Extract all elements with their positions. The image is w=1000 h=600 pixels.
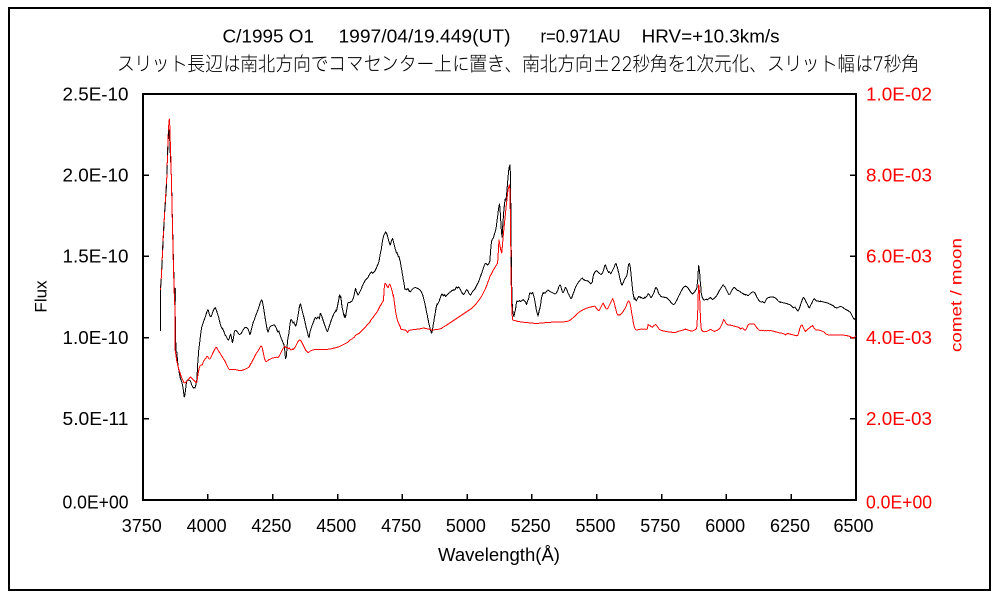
svg-text:8.0E-03: 8.0E-03 bbox=[866, 166, 932, 186]
svg-text:2.5E-10: 2.5E-10 bbox=[63, 84, 129, 104]
svg-text:6250: 6250 bbox=[770, 515, 810, 536]
svg-text:5000: 5000 bbox=[446, 515, 486, 536]
svg-text:4.0E-03: 4.0E-03 bbox=[866, 328, 932, 348]
svg-text:6500: 6500 bbox=[834, 515, 874, 536]
svg-text:C/1995 O1: C/1995 O1 bbox=[223, 27, 315, 47]
svg-text:3750: 3750 bbox=[122, 515, 162, 536]
svg-text:0.0E+00: 0.0E+00 bbox=[63, 492, 129, 512]
svg-text:comet / moon: comet / moon bbox=[949, 238, 966, 352]
svg-text:5250: 5250 bbox=[511, 515, 551, 536]
svg-text:HRV=+10.3km/s: HRV=+10.3km/s bbox=[642, 27, 780, 47]
svg-text:0.0E+00: 0.0E+00 bbox=[866, 492, 932, 512]
svg-text:r=0.971AU: r=0.971AU bbox=[541, 27, 621, 47]
svg-text:5750: 5750 bbox=[640, 515, 680, 536]
svg-text:2.0E-10: 2.0E-10 bbox=[63, 166, 129, 186]
svg-text:1.5E-10: 1.5E-10 bbox=[63, 247, 129, 267]
svg-text:6000: 6000 bbox=[705, 515, 745, 536]
svg-text:2.0E-03: 2.0E-03 bbox=[866, 409, 932, 429]
svg-text:5500: 5500 bbox=[576, 515, 616, 536]
svg-text:Flux: Flux bbox=[32, 280, 51, 313]
svg-text:4750: 4750 bbox=[381, 515, 421, 536]
svg-text:4500: 4500 bbox=[316, 515, 356, 536]
svg-text:1.0E-10: 1.0E-10 bbox=[63, 328, 129, 348]
svg-text:4250: 4250 bbox=[251, 515, 291, 536]
svg-text:4000: 4000 bbox=[187, 515, 227, 536]
svg-text:5.0E-11: 5.0E-11 bbox=[63, 409, 129, 429]
svg-text:Wavelength(Å): Wavelength(Å) bbox=[438, 545, 560, 565]
svg-text:6.0E-03: 6.0E-03 bbox=[866, 247, 932, 267]
svg-text:1997/04/19.449(UT): 1997/04/19.449(UT) bbox=[339, 27, 511, 47]
svg-text:1.0E-02: 1.0E-02 bbox=[866, 84, 932, 104]
